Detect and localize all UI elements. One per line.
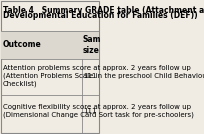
Text: Developmental Education for Families (DEF)): Developmental Education for Families (DE… <box>3 11 198 20</box>
Text: Sam
size: Sam size <box>83 35 101 55</box>
Text: Table 4   Summary GRADE table (Attachment and biobehavi: Table 4 Summary GRADE table (Attachment … <box>3 6 204 15</box>
Text: Outcome: Outcome <box>3 40 42 49</box>
Bar <box>1 31 99 59</box>
Text: 111: 111 <box>83 108 97 114</box>
Text: Attention problems score at approx. 2 years follow up
(Attention Problems Scale : Attention problems score at approx. 2 ye… <box>3 65 204 87</box>
Text: Cognitive flexibility score at approx. 2 years follow up
(Dimensional Change Car: Cognitive flexibility score at approx. 2… <box>3 104 194 118</box>
Text: 111: 111 <box>83 73 97 79</box>
